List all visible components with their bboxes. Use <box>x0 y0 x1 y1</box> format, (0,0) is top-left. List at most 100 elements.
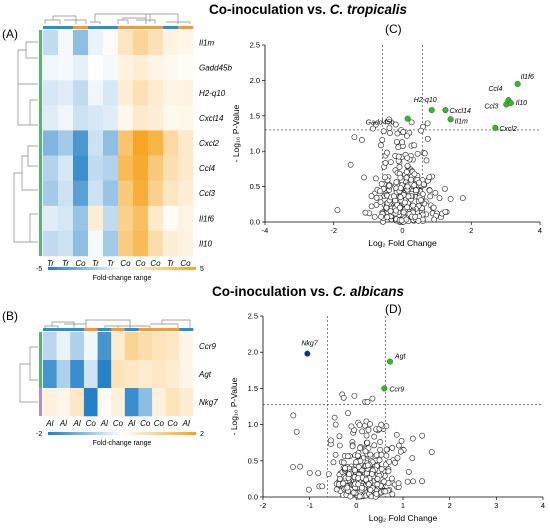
hmB-cell <box>138 360 153 389</box>
data-point <box>431 216 437 223</box>
x-tick-label: -1 <box>306 501 313 510</box>
hmA-cell <box>163 105 179 131</box>
data-point <box>376 457 383 464</box>
hmA-column-group-cell <box>58 26 74 29</box>
data-point <box>374 481 381 488</box>
data-point <box>371 213 378 220</box>
data-point <box>355 464 362 470</box>
data-point <box>442 185 448 192</box>
point-label: H2-q10 <box>414 97 437 104</box>
hmA-cell <box>178 55 194 81</box>
data-point <box>342 465 349 472</box>
data-point <box>369 395 376 402</box>
hmA-column-group-cell <box>178 26 194 29</box>
data-point <box>387 208 394 215</box>
data-point <box>398 438 405 444</box>
hmA-cell <box>88 80 104 106</box>
data-point <box>336 442 343 449</box>
x-tick-label: 4 <box>541 501 545 510</box>
data-point <box>361 174 367 181</box>
hmA-column-label: Co <box>120 259 131 268</box>
heatmap-b-column-group-bar <box>43 328 194 331</box>
hmA-cell <box>133 80 149 106</box>
hmA-cell <box>178 130 194 156</box>
hmA-cell <box>73 55 89 81</box>
data-point <box>367 487 374 493</box>
data-point <box>359 428 366 435</box>
hmB-column-label: Co <box>154 419 165 428</box>
hmA-cell <box>103 230 119 257</box>
hmB-column-group-cell <box>124 328 139 331</box>
highlighted-point <box>507 100 514 107</box>
point-label: Gadd45b <box>366 120 395 127</box>
hmA-gene-label: Ccl3 <box>199 189 216 198</box>
data-point <box>293 428 300 435</box>
hmB-column-label: Al <box>100 419 108 428</box>
data-point <box>395 144 402 151</box>
data-point <box>382 488 389 495</box>
hmB-cell <box>43 360 57 389</box>
hmA-cell <box>118 105 134 131</box>
data-point <box>411 182 418 189</box>
data-point <box>364 399 371 405</box>
point-label: Il1m <box>455 118 468 125</box>
highlighted-point <box>381 385 388 392</box>
point-label: Cxcl14 <box>449 108 471 115</box>
data-point <box>306 469 313 476</box>
x-tick-label: -2 <box>330 226 337 235</box>
hmA-cell <box>73 80 89 106</box>
highlighted-point <box>386 358 393 365</box>
hmB-column-label: Al <box>127 419 135 428</box>
hmB-column-label: Al <box>59 419 67 428</box>
data-point <box>330 459 337 466</box>
hmA-column-label: Co <box>150 259 161 268</box>
hmB-cell <box>97 360 112 389</box>
hmB-cell <box>124 388 139 417</box>
hmA-cell <box>103 30 119 56</box>
x-axis-label: Log₂ Fold Change <box>368 238 437 248</box>
hmB-column-label: Co <box>140 419 151 428</box>
data-point <box>379 136 386 143</box>
point-label: Ccl3 <box>484 103 498 110</box>
hmA-cell <box>58 130 74 156</box>
data-point <box>414 150 421 157</box>
hmB-cell <box>56 360 71 389</box>
data-point <box>373 452 380 458</box>
hmB-cell <box>179 360 194 389</box>
data-point <box>362 448 369 455</box>
hmB-column-group-cell <box>179 328 194 331</box>
x-tick-label: 3 <box>494 501 498 510</box>
highlighted-point <box>304 350 311 357</box>
data-point <box>367 451 374 458</box>
data-point <box>410 478 416 485</box>
data-point <box>405 193 412 200</box>
hmA-cell <box>58 180 74 207</box>
hmA-column-group-cell <box>88 26 104 29</box>
hmB-cell <box>83 388 98 417</box>
data-point <box>369 471 375 477</box>
x-tick-label: 0 <box>354 501 358 510</box>
data-point <box>347 161 354 168</box>
hmA-gene-label: Il1f6 <box>199 214 215 223</box>
data-point <box>384 149 390 156</box>
data-point <box>290 412 297 419</box>
hmB-cell <box>152 388 167 417</box>
data-point <box>384 214 391 221</box>
data-point <box>400 209 407 216</box>
data-point <box>350 489 357 496</box>
data-point <box>397 185 404 192</box>
x-tick-label: 2 <box>448 501 452 510</box>
data-point <box>367 421 373 428</box>
data-point <box>421 150 428 157</box>
data-point <box>354 452 361 459</box>
hmA-cell <box>148 180 164 207</box>
heatmap-a-column-dendrogram <box>44 13 191 24</box>
hmB-cell <box>111 332 126 361</box>
hmA-column-group-cell <box>133 26 149 29</box>
hmA-cell <box>118 80 134 106</box>
hmA-cell <box>133 55 149 81</box>
hmB-cell <box>97 388 112 417</box>
hmA-column-label: Tr <box>107 259 114 268</box>
hmA-cell <box>73 130 89 156</box>
